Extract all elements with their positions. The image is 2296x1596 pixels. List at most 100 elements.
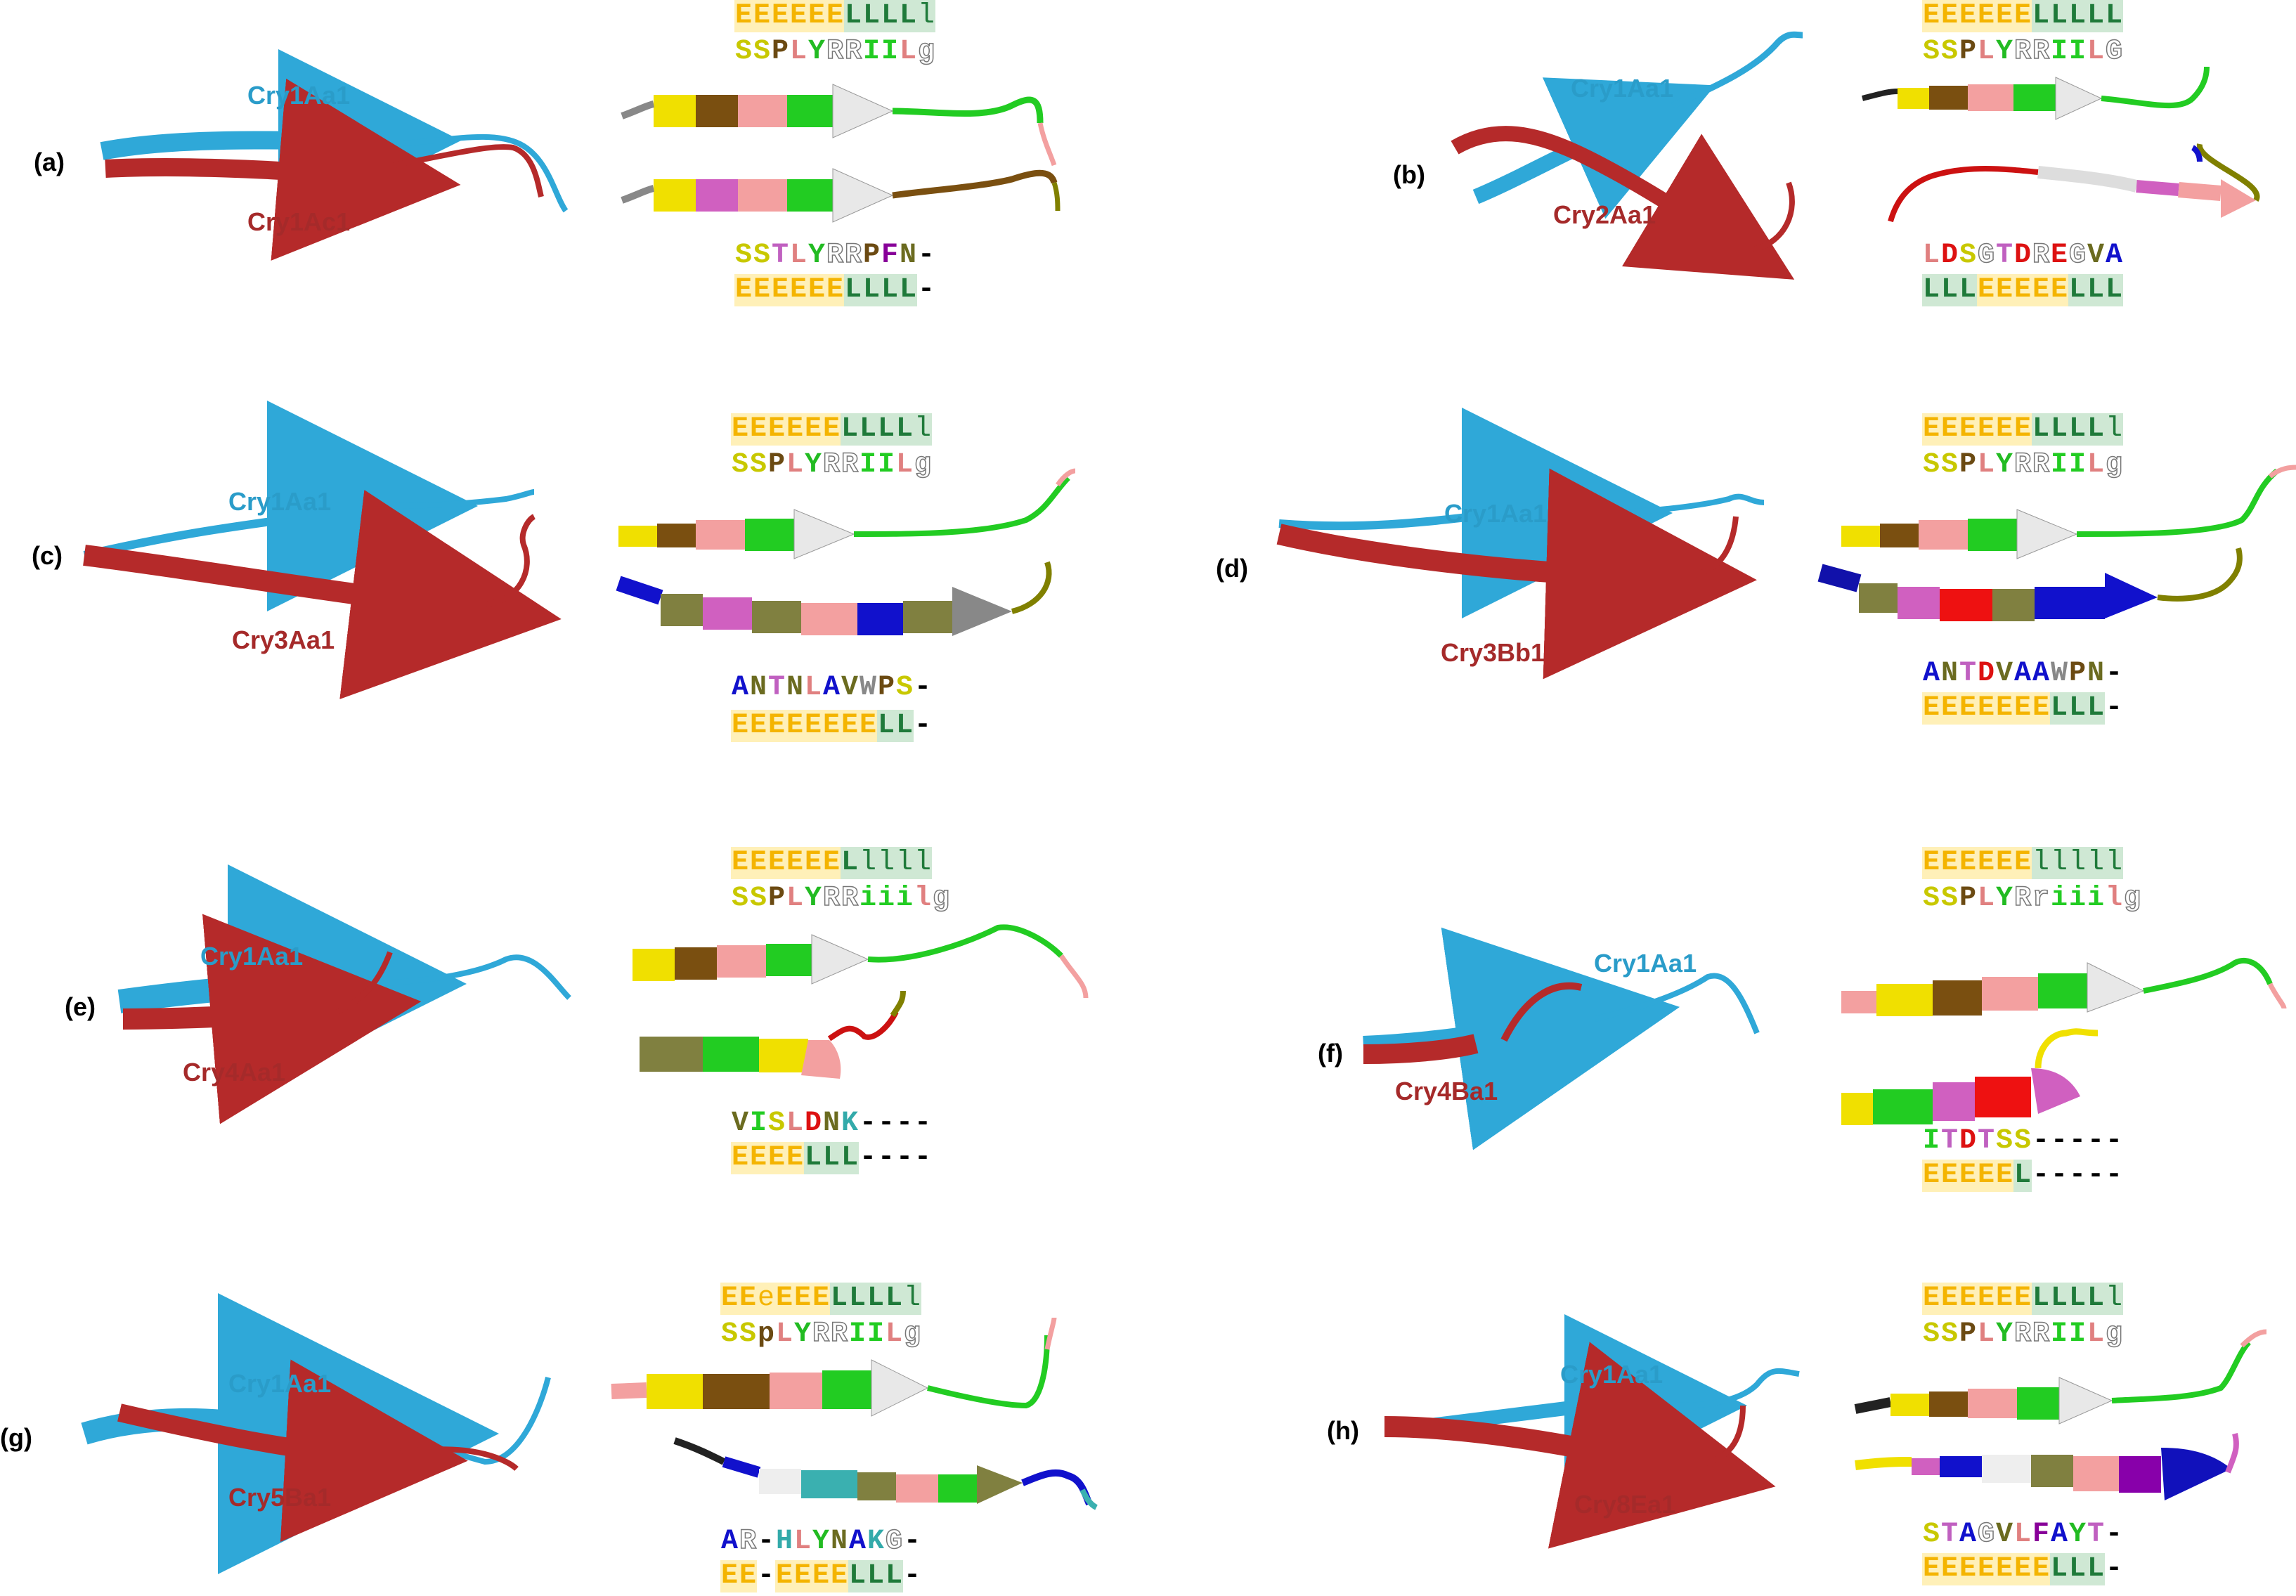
residue: S [1922, 1519, 1940, 1550]
ss-state: l [877, 847, 895, 879]
residue: D [1959, 1125, 1976, 1157]
panel-label-c: (c) [32, 541, 63, 570]
ss-state: E [739, 1560, 757, 1592]
residue: Y [808, 36, 825, 67]
ss-state: E [2050, 274, 2068, 306]
ss-state: E [1977, 0, 1995, 32]
ss-state: L [867, 1560, 885, 1592]
ss-state: E [1922, 1160, 1940, 1192]
residue: - [2087, 1125, 2104, 1157]
ss-state: l [2105, 413, 2123, 446]
cmp-protein-name-h: Cry8Ea1 [1574, 1490, 1676, 1519]
residue: g [2105, 1318, 2123, 1351]
ss-state: E [804, 847, 822, 879]
residue: L [1977, 1318, 1995, 1350]
residue: T [1977, 1125, 1995, 1157]
ref-seq-f: SSPLYRriiilg [1922, 882, 2141, 916]
ss-state: E [775, 1283, 793, 1315]
ss-state: E [2032, 274, 2050, 306]
ss-state: E [753, 274, 771, 306]
ss-state: L [822, 1142, 841, 1174]
ref-ss-a: EEEEEELLLLl [734, 0, 935, 32]
residue: S [1922, 36, 1940, 67]
ss-state: L [2032, 413, 2050, 446]
ss-state: L [895, 413, 914, 446]
residue: P [1959, 1318, 1976, 1350]
ss-state: E [2013, 1283, 2032, 1315]
ss-state: E [1977, 1553, 1995, 1585]
residue: R [2032, 1318, 2050, 1351]
residue: P [877, 672, 895, 703]
ss-state: E [1959, 1160, 1977, 1192]
ss-state: L [1922, 274, 1940, 306]
residue: i [2087, 883, 2104, 914]
residue: - [2068, 1125, 2086, 1157]
ref-protein-name-g: Cry1Aa1 [228, 1369, 332, 1398]
ss-state: - [2105, 692, 2122, 724]
ss-state: L [2068, 692, 2087, 725]
residue: I [2068, 36, 2086, 67]
ss-state: E [771, 274, 789, 306]
ss-state: E [731, 413, 749, 446]
residue: A [2050, 1519, 2068, 1550]
residue: Y [812, 1526, 829, 1557]
ss-state: E [786, 847, 804, 879]
residue: T [1940, 1125, 1958, 1157]
ss-state: E [2032, 692, 2050, 725]
residue: R [2032, 35, 2050, 68]
ss-state: E [1977, 1283, 1995, 1315]
residue: G [2068, 239, 2087, 272]
cmp-protein-name-a: Cry1Ac1 [247, 207, 351, 236]
ss-state: L [2105, 0, 2123, 32]
ss-state: L [2050, 1553, 2068, 1585]
ss-state: E [1940, 1553, 1959, 1585]
cmp-seq-f: ITDTSS----- [1922, 1124, 2123, 1158]
residue: R [826, 239, 844, 272]
residue: P [2068, 658, 2086, 689]
ribbons-d [1817, 465, 2296, 621]
residue: S [1922, 1318, 1940, 1350]
ss-state: E [731, 1142, 749, 1174]
cmp-ss-d: EEEEEEELLL- [1922, 692, 2123, 725]
ss-state: L [2050, 1283, 2068, 1315]
ss-state: L [2087, 1553, 2105, 1585]
cmp-seq-h: STAGVLFAYT- [1922, 1518, 2123, 1552]
ss-state: E [1995, 1160, 2013, 1192]
ss-state: E [1940, 413, 1959, 446]
residue: S [1922, 449, 1940, 481]
residue: V [841, 672, 858, 703]
overlay-a [100, 48, 569, 261]
ribbons-e [633, 924, 1089, 1079]
ss-state: E [739, 1283, 757, 1315]
ss-state: L [1959, 274, 1977, 306]
ss-state: E [749, 847, 767, 879]
ss-state: E [749, 413, 767, 446]
residue: S [731, 449, 748, 481]
cmp-protein-name-d: Cry3Bb1 [1441, 638, 1545, 667]
ss-state: E [1959, 847, 1977, 879]
residue: N [822, 1108, 840, 1139]
residue: I [749, 1108, 767, 1139]
ss-state: l [914, 413, 932, 446]
ss-state: E [822, 413, 841, 446]
residue: W [2050, 658, 2068, 689]
ss-state: E [1959, 1283, 1977, 1315]
residue: R [2013, 35, 2032, 68]
residue: A [848, 1526, 866, 1557]
ss-state: E [734, 274, 753, 306]
cmp-ss-e: EEEELLL---- [731, 1142, 932, 1174]
residue: p [757, 1318, 774, 1350]
cmp-ss-a: EEEEEELLLL- [734, 274, 935, 306]
ss-state: E [789, 0, 808, 32]
ss-state: E [804, 413, 822, 446]
residue: N [786, 672, 803, 703]
ss-state: E [720, 1283, 739, 1315]
residue: T [1959, 658, 1976, 689]
ss-state: - [2050, 1160, 2068, 1191]
ss-state: E [822, 710, 841, 742]
residue: S [739, 1318, 756, 1350]
residue: R [739, 1525, 757, 1558]
ribbons-f [1841, 957, 2287, 1125]
cmp-seq-a: SSTLYRRPFN- [734, 239, 935, 273]
